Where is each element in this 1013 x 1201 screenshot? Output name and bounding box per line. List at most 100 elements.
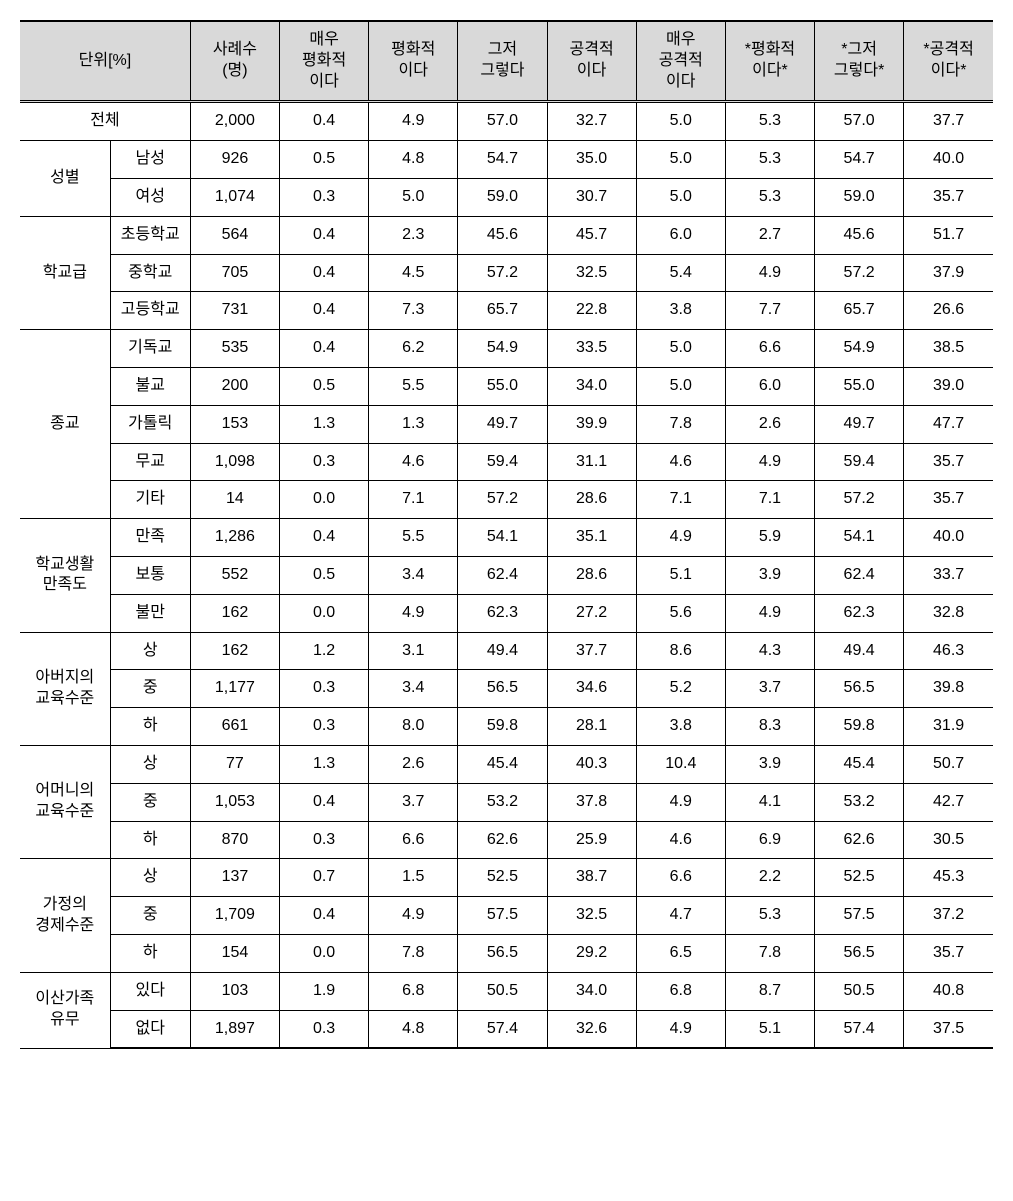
cell-value: 4.9 <box>369 897 458 935</box>
cell-value: 0.0 <box>280 481 369 519</box>
cell-value: 62.3 <box>458 594 547 632</box>
cell-value: 3.8 <box>636 292 725 330</box>
total-value-2: 4.9 <box>369 102 458 141</box>
cell-value: 42.7 <box>904 783 993 821</box>
cell-value: 35.7 <box>904 443 993 481</box>
cell-value: 5.5 <box>369 367 458 405</box>
cell-value: 1,897 <box>190 1010 279 1048</box>
header-col-0: 사례수(명) <box>190 21 279 102</box>
group-label: 가정의경제수준 <box>20 859 110 972</box>
cell-value: 7.7 <box>725 292 814 330</box>
row-label: 여성 <box>110 178 190 216</box>
header-col-5: 매우공격적이다 <box>636 21 725 102</box>
cell-value: 65.7 <box>815 292 904 330</box>
table-header: 단위[%] 사례수(명) 매우평화적이다 평화적이다 그저그렇다 공격적이다 매… <box>20 21 993 102</box>
cell-value: 25.9 <box>547 821 636 859</box>
cell-value: 35.7 <box>904 934 993 972</box>
cell-value: 6.5 <box>636 934 725 972</box>
cell-value: 37.2 <box>904 897 993 935</box>
row-label: 불교 <box>110 367 190 405</box>
cell-value: 0.7 <box>280 859 369 897</box>
table-row: 불만1620.04.962.327.25.64.962.332.8 <box>20 594 993 632</box>
cell-value: 4.1 <box>725 783 814 821</box>
cell-value: 7.1 <box>725 481 814 519</box>
cell-value: 4.9 <box>725 254 814 292</box>
cell-value: 1,709 <box>190 897 279 935</box>
cell-value: 31.1 <box>547 443 636 481</box>
cell-value: 0.3 <box>280 1010 369 1048</box>
cell-value: 59.0 <box>815 178 904 216</box>
table-row: 없다1,8970.34.857.432.64.95.157.437.5 <box>20 1010 993 1048</box>
cell-value: 1,177 <box>190 670 279 708</box>
cell-value: 7.1 <box>636 481 725 519</box>
cell-value: 6.0 <box>636 216 725 254</box>
table-row: 학교생활만족도만족1,2860.45.554.135.14.95.954.140… <box>20 519 993 557</box>
cell-value: 28.6 <box>547 556 636 594</box>
table-row: 중1,7090.44.957.532.54.75.357.537.2 <box>20 897 993 935</box>
cell-value: 5.6 <box>636 594 725 632</box>
header-col-7: *그저그렇다* <box>815 21 904 102</box>
cell-value: 62.6 <box>815 821 904 859</box>
cell-value: 3.9 <box>725 745 814 783</box>
total-value-3: 57.0 <box>458 102 547 141</box>
cell-value: 52.5 <box>815 859 904 897</box>
cell-value: 1.5 <box>369 859 458 897</box>
cell-value: 35.1 <box>547 519 636 557</box>
row-label: 초등학교 <box>110 216 190 254</box>
cell-value: 62.4 <box>815 556 904 594</box>
cell-value: 162 <box>190 632 279 670</box>
header-col-6: *평화적이다* <box>725 21 814 102</box>
row-label: 있다 <box>110 972 190 1010</box>
cell-value: 0.0 <box>280 594 369 632</box>
cell-value: 53.2 <box>815 783 904 821</box>
cell-value: 4.9 <box>725 594 814 632</box>
cell-value: 5.3 <box>725 178 814 216</box>
row-label: 없다 <box>110 1010 190 1048</box>
cell-value: 49.7 <box>458 405 547 443</box>
cell-value: 45.6 <box>458 216 547 254</box>
cell-value: 2.2 <box>725 859 814 897</box>
table-body: 전체2,0000.44.957.032.75.05.357.037.7성별남성9… <box>20 102 993 1048</box>
cell-value: 0.4 <box>280 292 369 330</box>
cell-value: 56.5 <box>815 670 904 708</box>
cell-value: 0.4 <box>280 519 369 557</box>
cell-value: 2.3 <box>369 216 458 254</box>
cell-value: 5.0 <box>636 330 725 368</box>
row-label: 남성 <box>110 141 190 179</box>
row-label: 중 <box>110 670 190 708</box>
cell-value: 45.3 <box>904 859 993 897</box>
row-label: 기타 <box>110 481 190 519</box>
cell-value: 62.6 <box>458 821 547 859</box>
cell-value: 2.7 <box>725 216 814 254</box>
cell-value: 926 <box>190 141 279 179</box>
cell-value: 5.0 <box>369 178 458 216</box>
cell-value: 59.4 <box>815 443 904 481</box>
cell-value: 57.5 <box>458 897 547 935</box>
table-row: 중1,1770.33.456.534.65.23.756.539.8 <box>20 670 993 708</box>
cell-value: 2.6 <box>725 405 814 443</box>
cell-value: 57.2 <box>815 481 904 519</box>
header-col-8: *공격적이다* <box>904 21 993 102</box>
cell-value: 2.6 <box>369 745 458 783</box>
cell-value: 0.5 <box>280 556 369 594</box>
cell-value: 54.7 <box>458 141 547 179</box>
cell-value: 40.8 <box>904 972 993 1010</box>
cell-value: 4.9 <box>636 519 725 557</box>
cell-value: 5.2 <box>636 670 725 708</box>
table-row: 어머니의교육수준상771.32.645.440.310.43.945.450.7 <box>20 745 993 783</box>
cell-value: 77 <box>190 745 279 783</box>
cell-value: 38.7 <box>547 859 636 897</box>
cell-value: 28.1 <box>547 708 636 746</box>
cell-value: 535 <box>190 330 279 368</box>
row-label: 보통 <box>110 556 190 594</box>
total-value-0: 2,000 <box>190 102 279 141</box>
cell-value: 33.5 <box>547 330 636 368</box>
cell-value: 6.8 <box>636 972 725 1010</box>
cell-value: 0.3 <box>280 178 369 216</box>
cell-value: 27.2 <box>547 594 636 632</box>
header-unit: 단위[%] <box>20 21 190 102</box>
table-row: 이산가족유무있다1031.96.850.534.06.88.750.540.8 <box>20 972 993 1010</box>
cell-value: 1,074 <box>190 178 279 216</box>
total-value-5: 5.0 <box>636 102 725 141</box>
cell-value: 22.8 <box>547 292 636 330</box>
